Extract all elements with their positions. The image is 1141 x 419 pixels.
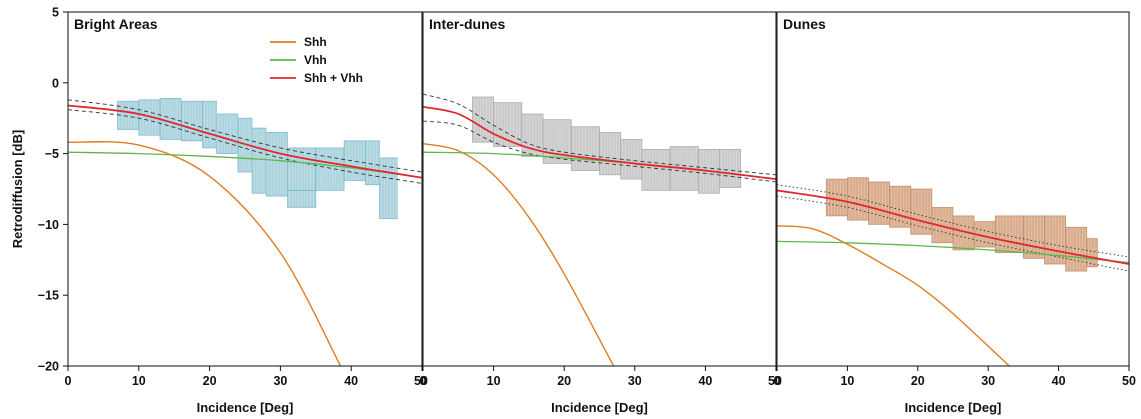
plot-area bbox=[777, 177, 1129, 366]
scatter-block bbox=[620, 139, 643, 180]
sum-line bbox=[423, 105, 776, 180]
vhh-line bbox=[68, 151, 422, 179]
y-tick-label: −15 bbox=[38, 289, 59, 303]
x-axis-label: Incidence [Deg] bbox=[551, 400, 648, 415]
x-tick-label: 20 bbox=[911, 374, 925, 388]
x-tick-label: 0 bbox=[774, 374, 781, 388]
x-tick-label: 20 bbox=[557, 374, 571, 388]
y-axis: 5 0 −5 −10 −15 −20 bbox=[38, 6, 68, 374]
x-tick-label: 0 bbox=[65, 374, 72, 388]
x-tick-label: 30 bbox=[273, 374, 287, 388]
panel-title: Bright Areas bbox=[74, 16, 158, 32]
x-tick-label: 10 bbox=[487, 374, 501, 388]
panel-title: Inter-dunes bbox=[429, 16, 505, 32]
x-tick-label: 30 bbox=[981, 374, 995, 388]
x-tick-label: 40 bbox=[344, 374, 358, 388]
scatter-block bbox=[343, 140, 366, 181]
scatter-block bbox=[868, 181, 890, 225]
x-tick-label: 10 bbox=[840, 374, 854, 388]
plot-area bbox=[68, 98, 422, 366]
legend: Shh Vhh Shh + Vhh bbox=[270, 35, 363, 85]
x-tick-label: 0 bbox=[420, 374, 427, 388]
scatter-block bbox=[1086, 238, 1098, 268]
y-axis-label: Retrodiffusion [dB] bbox=[10, 130, 25, 248]
scatter-block bbox=[910, 188, 933, 235]
scatter-block bbox=[379, 157, 398, 220]
scatter-block bbox=[287, 190, 317, 208]
y-tick-label: −5 bbox=[45, 147, 59, 161]
scatter-block bbox=[472, 96, 494, 143]
legend-label: Shh + Vhh bbox=[304, 71, 363, 85]
scatter-block bbox=[1065, 226, 1088, 272]
scatter-block bbox=[216, 113, 239, 154]
scatter-block bbox=[889, 185, 912, 228]
shh-line bbox=[68, 141, 342, 366]
plot-area bbox=[423, 93, 776, 366]
scatter-block bbox=[1044, 215, 1066, 265]
panel-frame bbox=[67, 11, 423, 367]
shh-line bbox=[423, 143, 615, 366]
x-axis-label: Incidence [Deg] bbox=[905, 400, 1002, 415]
scatter-block bbox=[847, 177, 869, 221]
vhh-line bbox=[777, 240, 1129, 264]
confidence-upper-line bbox=[777, 184, 1129, 258]
confidence-lower-line bbox=[68, 109, 422, 184]
legend-item: Shh bbox=[270, 35, 327, 49]
sum-line bbox=[777, 189, 1129, 265]
legend-item: Shh + Vhh bbox=[270, 71, 363, 85]
scatter-block bbox=[265, 132, 288, 197]
panel-title: Dunes bbox=[783, 16, 826, 32]
legend-label: Vhh bbox=[304, 53, 327, 67]
shh-line bbox=[777, 225, 1010, 366]
confidence-upper-line bbox=[423, 93, 776, 176]
x-tick-label: 20 bbox=[203, 374, 217, 388]
x-axis-label: Incidence [Deg] bbox=[197, 400, 294, 415]
panel-frame bbox=[422, 11, 777, 367]
confidence-lower-line bbox=[423, 120, 776, 183]
panel-frame bbox=[776, 11, 1130, 367]
x-tick-label: 50 bbox=[1122, 374, 1136, 388]
scatter-block bbox=[159, 98, 182, 140]
scatter-block bbox=[1023, 215, 1045, 259]
scatter-block bbox=[599, 132, 622, 176]
y-tick-label: 0 bbox=[52, 76, 59, 90]
panel-bright-areas: Bright Areas 0 10 20 30 40 50 Incidence [Deg] bbox=[65, 11, 428, 415]
x-tick-label: 40 bbox=[1052, 374, 1066, 388]
scatter-block bbox=[570, 126, 600, 171]
y-tick-label: 5 bbox=[52, 6, 59, 20]
x-tick-label: 50 bbox=[414, 374, 428, 388]
confidence-lower-line bbox=[777, 195, 1129, 272]
confidence-upper-line bbox=[68, 99, 422, 173]
sum-line bbox=[68, 104, 422, 179]
y-tick-label: −10 bbox=[38, 218, 59, 232]
x-tick-label: 10 bbox=[132, 374, 146, 388]
scatter-block bbox=[117, 100, 140, 130]
legend-label: Shh bbox=[304, 35, 327, 49]
x-tick-label: 50 bbox=[768, 374, 782, 388]
y-tick-label: −20 bbox=[38, 360, 59, 374]
panel-inter-dunes: Inter-dunes 0 10 20 30 40 50 Incidence [Deg] bbox=[420, 11, 782, 415]
legend-item: Vhh bbox=[270, 53, 327, 67]
x-tick-label: 30 bbox=[628, 374, 642, 388]
scatter-block bbox=[719, 149, 742, 188]
x-tick-label: 40 bbox=[698, 374, 712, 388]
panel-dunes: Dunes 0 10 20 30 40 50 Incidence [Deg] bbox=[774, 11, 1136, 415]
